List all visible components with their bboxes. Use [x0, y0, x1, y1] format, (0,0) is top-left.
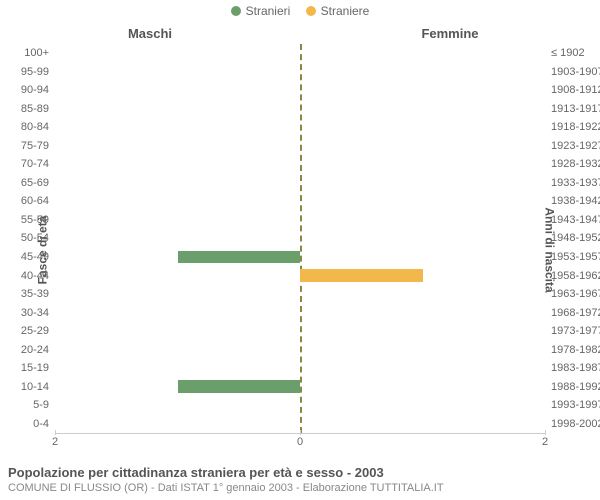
- x-tick: 2: [542, 436, 548, 448]
- birth-year-tick: 1938-1942: [545, 195, 600, 207]
- age-tick: 25-29: [21, 325, 55, 337]
- age-row: 80-841918-1922: [55, 118, 545, 137]
- legend-swatch-straniere: [306, 6, 316, 16]
- birth-year-tick: 1958-1962: [545, 270, 600, 282]
- birth-year-tick: ≤ 1902: [545, 47, 585, 59]
- birth-year-tick: 1928-1932: [545, 158, 600, 170]
- legend-swatch-stranieri: [231, 6, 241, 16]
- birth-year-tick: 1913-1917: [545, 103, 600, 115]
- birth-year-tick: 1943-1947: [545, 214, 600, 226]
- birth-year-tick: 1978-1982: [545, 344, 600, 356]
- birth-year-tick: 1903-1907: [545, 66, 600, 78]
- x-tick-mark: [545, 430, 546, 435]
- birth-year-tick: 1983-1987: [545, 362, 600, 374]
- age-tick: 45-49: [21, 251, 55, 263]
- age-row: 35-391963-1967: [55, 285, 545, 304]
- age-tick: 30-34: [21, 307, 55, 319]
- age-row: 15-191983-1987: [55, 359, 545, 378]
- birth-year-tick: 1948-1952: [545, 232, 600, 244]
- age-tick: 65-69: [21, 177, 55, 189]
- plot-area: 100+≤ 190295-991903-190790-941908-191285…: [55, 44, 545, 434]
- age-row: 5-91993-1997: [55, 396, 545, 415]
- age-tick: 10-14: [21, 381, 55, 393]
- age-tick: 15-19: [21, 362, 55, 374]
- female-bar: [300, 269, 423, 282]
- birth-year-tick: 1973-1977: [545, 325, 600, 337]
- male-bar: [178, 380, 301, 393]
- age-row: 85-891913-1917: [55, 100, 545, 119]
- age-row: 40-441958-1962: [55, 266, 545, 285]
- age-tick: 20-24: [21, 344, 55, 356]
- birth-year-tick: 1988-1992: [545, 381, 600, 393]
- chart-footer: Popolazione per cittadinanza straniera p…: [8, 465, 592, 494]
- legend-item-straniere: Straniere: [306, 4, 370, 18]
- legend-item-stranieri: Stranieri: [231, 4, 291, 18]
- age-row: 50-541948-1952: [55, 229, 545, 248]
- legend-label: Stranieri: [246, 4, 291, 18]
- age-row: 25-291973-1977: [55, 322, 545, 341]
- age-tick: 70-74: [21, 158, 55, 170]
- birth-year-tick: 1968-1972: [545, 307, 600, 319]
- chart-wrapper: Stranieri Straniere Maschi Femmine Fasce…: [0, 0, 600, 500]
- legend: Stranieri Straniere: [0, 4, 600, 19]
- age-tick: 5-9: [33, 399, 55, 411]
- age-row: 75-791923-1927: [55, 137, 545, 156]
- age-row: 100+≤ 1902: [55, 44, 545, 63]
- column-header-male: Maschi: [0, 26, 300, 41]
- age-tick: 50-54: [21, 232, 55, 244]
- age-tick: 95-99: [21, 66, 55, 78]
- age-row: 70-741928-1932: [55, 155, 545, 174]
- age-tick: 85-89: [21, 103, 55, 115]
- age-tick: 40-44: [21, 270, 55, 282]
- birth-year-tick: 1953-1957: [545, 251, 600, 263]
- age-tick: 100+: [24, 47, 55, 59]
- age-row: 30-341968-1972: [55, 303, 545, 322]
- chart-subtitle: COMUNE DI FLUSSIO (OR) - Dati ISTAT 1° g…: [8, 482, 592, 494]
- chart-title: Popolazione per cittadinanza straniera p…: [8, 465, 592, 480]
- birth-year-tick: 1908-1912: [545, 84, 600, 96]
- age-tick: 80-84: [21, 121, 55, 133]
- birth-year-tick: 1923-1927: [545, 140, 600, 152]
- age-tick: 55-59: [21, 214, 55, 226]
- birth-year-tick: 1963-1967: [545, 288, 600, 300]
- age-row: 55-591943-1947: [55, 211, 545, 230]
- x-tick: 2: [52, 436, 58, 448]
- age-tick: 0-4: [33, 418, 55, 430]
- birth-year-tick: 1993-1997: [545, 399, 600, 411]
- x-tick-mark: [300, 430, 301, 435]
- age-tick: 75-79: [21, 140, 55, 152]
- x-axis: 2 0 2: [55, 436, 545, 450]
- column-header-female: Femmine: [300, 26, 600, 41]
- x-tick: 0: [297, 436, 303, 448]
- age-row: 10-141988-1992: [55, 377, 545, 396]
- age-row: 60-641938-1942: [55, 192, 545, 211]
- age-row: 20-241978-1982: [55, 340, 545, 359]
- age-tick: 60-64: [21, 195, 55, 207]
- age-row: 95-991903-1907: [55, 63, 545, 82]
- age-tick: 35-39: [21, 288, 55, 300]
- legend-label: Straniere: [321, 4, 370, 18]
- birth-year-tick: 1933-1937: [545, 177, 600, 189]
- age-row: 45-491953-1957: [55, 248, 545, 267]
- male-bar: [178, 251, 301, 264]
- age-tick: 90-94: [21, 84, 55, 96]
- x-tick-mark: [55, 430, 56, 435]
- age-row: 65-691933-1937: [55, 174, 545, 193]
- age-row: 90-941908-1912: [55, 81, 545, 100]
- birth-year-tick: 1918-1922: [545, 121, 600, 133]
- birth-year-tick: 1998-2002: [545, 418, 600, 430]
